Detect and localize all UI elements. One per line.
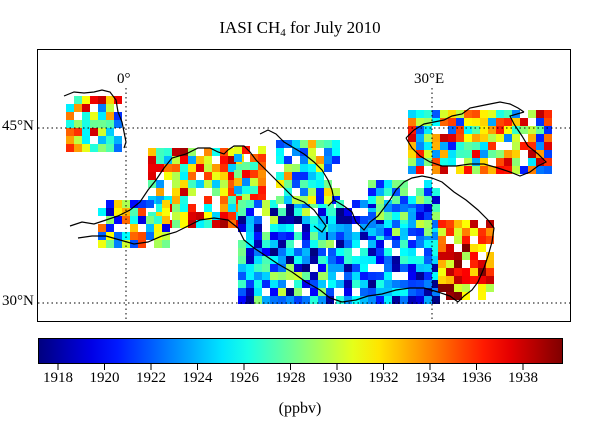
lon-label-0: 0° [117, 71, 131, 87]
colorbar-tick-label: 1932 [368, 370, 399, 386]
colorbar-tick-label: 1938 [508, 370, 538, 386]
graticule [38, 88, 570, 321]
colorbar-tick-label: 1922 [136, 370, 166, 386]
methane-map [38, 88, 570, 321]
colorbar-tick-label: 1928 [275, 370, 306, 386]
lon-label-30e: 30°E [414, 71, 445, 87]
colorbar-tick-label: 1936 [461, 370, 492, 386]
data-pixels [66, 96, 552, 304]
map-title: IASI CH4 for July 2010 [219, 18, 381, 39]
colorbar-ticks [57, 364, 524, 370]
colorbar [38, 338, 563, 364]
colorbar-unit: (ppbv) [278, 400, 322, 417]
coastlines [63, 89, 548, 303]
colorbar-tick-label: 1926 [229, 370, 259, 386]
colorbar-tick-label: 1934 [415, 370, 445, 386]
colorbar-tick-label: 1920 [89, 370, 120, 386]
colorbar-tick-label: 1924 [182, 370, 213, 386]
colorbar-tick-label: 1930 [322, 370, 352, 386]
map-panel [37, 49, 571, 322]
colorbar-tick-label: 1918 [43, 370, 73, 386]
lat-label-30n: 30°N [2, 293, 34, 309]
lat-label-45n: 45°N [2, 118, 34, 134]
